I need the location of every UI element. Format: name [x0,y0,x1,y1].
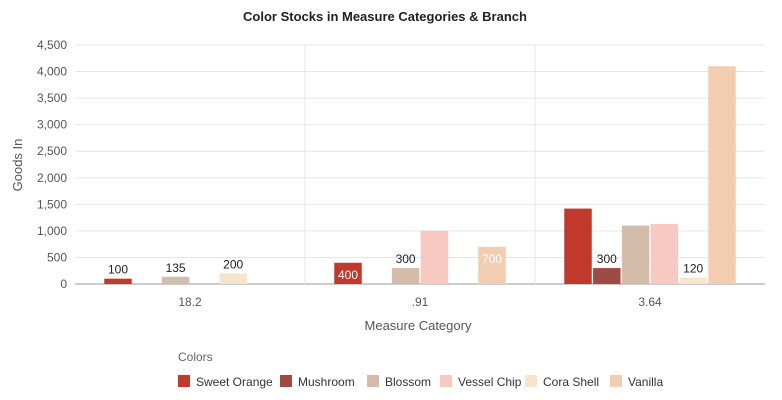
legend: Sweet Orange Mushroom Blossom Vessel Chip Co… [178,375,663,389]
bars [104,66,736,284]
y-tick-label: 4,000 [37,65,67,79]
y-axis-ticks: 0 500 1,000 1,500 2,000 2,500 3,000 3,500 4,000 4… [37,38,67,291]
legend-label: Mushroom [298,375,355,389]
data-label: 120 [683,262,703,276]
legend-item[interactable]: Vessel Chip [440,375,522,389]
legend-swatch [525,375,537,387]
data-label: 200 [223,257,243,271]
bar [708,66,736,284]
y-tick-label: 500 [47,250,67,264]
legend-swatch [440,375,452,387]
y-axis-title: Goods In [10,139,25,192]
bar [679,277,707,284]
bar [621,225,650,284]
bar [334,262,362,284]
bar [219,273,247,284]
data-label: 700 [482,252,502,266]
legend-item[interactable]: Blossom [367,375,431,389]
legend-swatch [178,375,190,387]
legend-swatch [367,375,379,387]
x-tick-label: 3.64 [638,295,662,309]
data-label: 300 [396,252,416,266]
data-labels: 100 135 200 400 300 700 300 120 [108,252,704,282]
bar [161,276,190,284]
bar [104,278,132,284]
legend-item[interactable]: Vanilla [610,375,663,389]
y-tick-label: 3,500 [37,91,67,105]
bar [593,268,621,284]
bar [650,223,679,284]
x-axis-title: Measure Category [365,318,472,333]
legend-label: Cora Shell [543,375,599,389]
data-label: 400 [338,268,358,282]
legend-swatch [280,375,292,387]
legend-item[interactable]: Sweet Orange [178,375,273,389]
legend-label: Blossom [385,375,431,389]
bar [564,208,592,284]
x-axis-ticks: 18.2 .91 3.64 [178,295,662,309]
legend-item[interactable]: Mushroom [280,375,355,389]
legend-label: Vanilla [628,375,663,389]
x-tick-label: 18.2 [178,295,202,309]
y-tick-label: 3,000 [37,118,67,132]
legend-swatch [610,375,622,387]
y-tick-label: 2,000 [37,171,67,185]
data-label: 100 [108,263,128,277]
legend-title: Colors [178,350,213,364]
y-tick-label: 4,500 [37,38,67,52]
gridlines [75,44,765,285]
y-tick-label: 0 [60,277,67,291]
legend-label: Vessel Chip [458,375,522,389]
bar [478,246,506,284]
y-tick-label: 2,500 [37,144,67,158]
y-tick-label: 1,000 [37,224,67,238]
bar [420,230,449,284]
x-tick-label: .91 [412,295,429,309]
data-label: 135 [166,261,186,275]
legend-label: Sweet Orange [196,375,273,389]
legend-item[interactable]: Cora Shell [525,375,599,389]
bar [391,268,420,284]
y-tick-label: 1,500 [37,197,67,211]
data-label: 300 [597,252,617,266]
chart-title: Color Stocks in Measure Categories & Bra… [243,9,527,24]
